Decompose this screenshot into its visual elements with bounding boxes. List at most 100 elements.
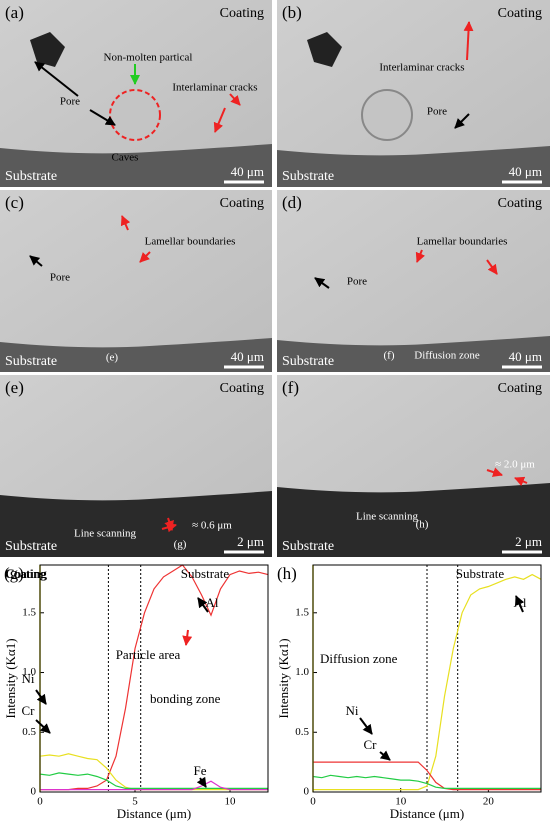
y-tick-label: 1.5 xyxy=(22,606,36,618)
sem-panel: (a) Coating Substrate 40 μm Non-molten parti… xyxy=(0,0,272,187)
annotation: (f) xyxy=(384,350,395,362)
series-line xyxy=(40,780,268,791)
x-tick-label: 10 xyxy=(395,796,407,808)
substrate-label: Substrate xyxy=(282,169,334,184)
scale-label: 40 μm xyxy=(231,349,264,364)
series-line xyxy=(40,564,269,791)
panel-label: (d) xyxy=(282,193,302,212)
arrow xyxy=(213,107,226,133)
annotation: Cr xyxy=(22,703,36,718)
arrow xyxy=(379,750,391,761)
coating-label: Coating xyxy=(220,196,264,211)
panel-label: (h) xyxy=(277,564,297,583)
pore xyxy=(307,32,342,67)
substrate-region xyxy=(0,338,272,372)
sem-panel: (c) Coating Substrate 40 μm Lamellar boundar… xyxy=(0,190,272,372)
arrow xyxy=(486,259,498,275)
panel-label: (c) xyxy=(5,193,24,212)
x-axis-label: Distance (μm) xyxy=(390,806,464,821)
arrow xyxy=(35,689,47,705)
arrow xyxy=(415,249,426,263)
scale-label: 40 μm xyxy=(509,164,542,179)
arrow xyxy=(196,776,207,788)
coating-label: Coating xyxy=(498,196,542,211)
panel-label: (f) xyxy=(282,378,299,397)
annotation: Pore xyxy=(50,272,70,284)
substrate-region xyxy=(277,483,550,557)
annotation: Interlaminar cracks xyxy=(172,82,257,94)
particle xyxy=(109,89,161,141)
y-tick-label: 1.5 xyxy=(295,606,309,618)
annotation: Fe xyxy=(194,763,207,778)
arrow xyxy=(454,113,470,129)
plot-frame xyxy=(312,564,542,793)
substrate-region xyxy=(277,336,550,372)
x-tick-label: 0 xyxy=(37,796,43,808)
annotation: Lamellar boundaries xyxy=(145,236,236,248)
annotation: Line scanning xyxy=(74,528,137,540)
substrate-region xyxy=(277,146,550,187)
arrow xyxy=(229,93,241,106)
annotation: Diffusion zone xyxy=(320,651,398,666)
annotation: Interlaminar cracks xyxy=(379,62,464,74)
y-tick-label: 1.0 xyxy=(295,666,309,678)
series-line xyxy=(39,772,268,789)
sem-panel: (b) Coating Substrate 40 μm Interlaminar cra… xyxy=(277,0,550,187)
annotation: (e) xyxy=(106,352,119,364)
series-line xyxy=(313,761,541,791)
substrate-region xyxy=(0,491,272,557)
annotation: (g) xyxy=(174,539,187,551)
arrow xyxy=(515,595,525,613)
arrow xyxy=(314,277,330,289)
scale-label: 2 μm xyxy=(515,534,542,549)
y-tick-label: 0.5 xyxy=(295,726,309,738)
annotation: bonding zone xyxy=(150,691,221,706)
arrow xyxy=(197,597,209,613)
panel-label: (a) xyxy=(5,3,24,22)
annotation: Caves xyxy=(112,152,139,164)
substrate-label: Substrate xyxy=(5,354,57,369)
arrow xyxy=(182,629,193,646)
panel-label: (b) xyxy=(282,3,302,22)
annotation: Diffusion zone xyxy=(414,350,480,362)
panel-label: (g) xyxy=(4,564,24,583)
coating-label: Coating xyxy=(220,381,264,396)
substrate-label: Substrate xyxy=(282,539,334,554)
annotation: Cr xyxy=(364,737,378,752)
sem-panel: (e) Coating Substrate 2 μm Line scanning (g) ≈… xyxy=(0,375,272,557)
y-axis-label: Intensity (Kα1) xyxy=(3,638,18,718)
sem-panel: (f) Coating Substrate 2 μm ≈ 2.0 μm Line scan… xyxy=(277,375,550,557)
y-tick-label: 0 xyxy=(31,786,37,798)
annotation: (h) xyxy=(416,519,429,531)
x-tick-label: 20 xyxy=(483,796,495,808)
arrow xyxy=(34,61,79,97)
arrow xyxy=(486,467,503,477)
substrate-label: Substrate xyxy=(5,169,57,184)
y-tick-label: 1.0 xyxy=(22,666,36,678)
substrate-label: Substrate xyxy=(282,354,334,369)
x-axis-label: Distance (μm) xyxy=(117,806,191,821)
y-tick-label: 0 xyxy=(304,786,310,798)
arrow xyxy=(89,109,116,126)
x-tick-label: 5 xyxy=(132,796,138,808)
series-line xyxy=(39,753,268,791)
coating-label: Coating xyxy=(498,6,542,21)
scale-label: 2 μm xyxy=(237,534,264,549)
annotation: ≈ 2.0 μm xyxy=(495,459,535,471)
y-axis-label: Intensity (Kα1) xyxy=(276,638,291,718)
pore xyxy=(30,32,65,67)
substrate-label: Substrate xyxy=(5,539,57,554)
arrow xyxy=(514,476,528,487)
y-tick-label: 0.5 xyxy=(22,726,36,738)
arrow xyxy=(139,251,151,263)
annotation: Substrate xyxy=(181,566,230,581)
annotation: Ni xyxy=(346,703,359,718)
plot-frame xyxy=(39,564,269,793)
annotation: Line scanning xyxy=(356,511,419,523)
arrow xyxy=(359,717,373,735)
arrow xyxy=(35,719,51,734)
annotation: Al xyxy=(206,595,219,610)
annotation: Coating xyxy=(6,566,48,581)
annotation: ≈ 0.6 μm xyxy=(192,520,232,532)
